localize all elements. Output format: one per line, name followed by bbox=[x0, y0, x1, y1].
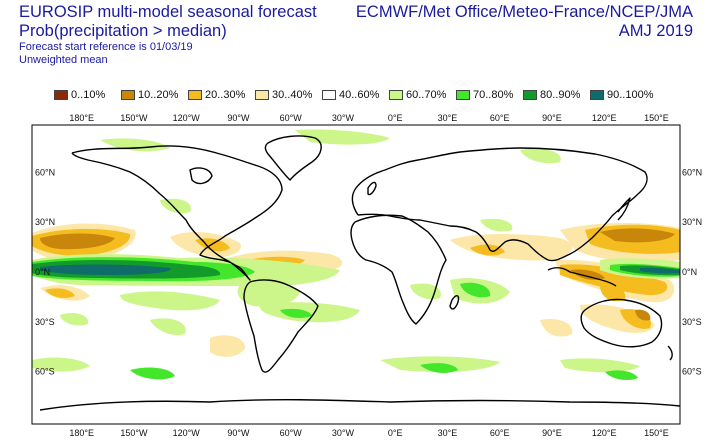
lat-tick-label: 30°N bbox=[35, 217, 55, 227]
lon-tick-label: 90°E bbox=[542, 428, 562, 438]
mean-type: Unweighted mean bbox=[19, 54, 108, 66]
legend-swatch bbox=[590, 90, 604, 100]
lat-labels-left: 60°N 30°N 0°N 30°S 60°S bbox=[35, 167, 55, 376]
coast-africa bbox=[350, 214, 447, 325]
legend-item: 30..40% bbox=[255, 88, 312, 102]
coastlines bbox=[39, 135, 680, 411]
legend-swatch bbox=[322, 90, 336, 100]
legend-label: 70..80% bbox=[473, 89, 514, 101]
coast-new-zealand bbox=[667, 345, 673, 361]
legend-swatch bbox=[389, 90, 403, 100]
lon-tick-label: 0°E bbox=[388, 113, 403, 123]
lon-tick-label: 90°E bbox=[542, 113, 562, 123]
legend-item: 10..20% bbox=[121, 88, 178, 102]
lon-tick-label: 60°W bbox=[280, 113, 303, 123]
lon-tick-label: 120°W bbox=[173, 113, 201, 123]
providers-label: ECMWF/Met Office/Meteo-France/NCEP/JMA bbox=[355, 3, 693, 21]
lat-tick-label: 30°N bbox=[682, 217, 702, 227]
legend-swatch bbox=[121, 90, 135, 100]
prob-90-100-areas bbox=[40, 264, 680, 275]
lat-labels-right: 60°N 30°N 0°N 30°S 60°S bbox=[682, 167, 702, 376]
legend-item: 40..60% bbox=[322, 88, 379, 102]
legend-label: 10..20% bbox=[138, 89, 179, 101]
coast-australia bbox=[580, 298, 663, 348]
lon-tick-label: 150°W bbox=[120, 113, 148, 123]
map-frame bbox=[31, 124, 681, 425]
legend-swatch bbox=[188, 90, 202, 100]
lat-tick-label: 60°S bbox=[35, 367, 55, 377]
legend-item: 70..80% bbox=[456, 88, 513, 102]
lat-tick-label: 60°N bbox=[682, 167, 702, 177]
lon-tick-label: 120°W bbox=[173, 428, 201, 438]
lon-tick-label: 90°W bbox=[227, 428, 250, 438]
lon-tick-label: 150°W bbox=[120, 428, 148, 438]
lon-tick-label: 180°E bbox=[69, 428, 94, 438]
lon-labels-bottom: 180°E 150°W 120°W 90°W 60°W 30°W 0°E 30°E 60°E 90… bbox=[69, 428, 668, 438]
lat-tick-label: 30°S bbox=[682, 317, 702, 327]
forecast-reference: Forecast start reference is 01/03/19 bbox=[19, 41, 193, 53]
map-title: EUROSIP multi-model seasonal forecast bbox=[19, 3, 317, 21]
coast-uk bbox=[367, 181, 377, 196]
legend-label: 60..70% bbox=[406, 89, 447, 101]
title-block: EUROSIP multi-model seasonal forecast Pr… bbox=[19, 3, 317, 67]
legend-label: 90..100% bbox=[607, 89, 654, 101]
legend-swatch bbox=[54, 90, 68, 100]
coast-antarctica bbox=[39, 398, 680, 411]
legend-item: 80..90% bbox=[523, 88, 580, 102]
lon-tick-label: 180°E bbox=[69, 113, 94, 123]
lon-tick-label: 120°E bbox=[592, 113, 617, 123]
season-label: AMJ 2019 bbox=[618, 22, 693, 40]
legend-item: 20..30% bbox=[188, 88, 245, 102]
map-canvas: 180°E 150°W 120°W 90°W 60°W 30°W 0°E 30°E 60°E 90… bbox=[31, 113, 702, 438]
lat-tick-label: 60°S bbox=[682, 367, 702, 377]
coast-madagascar bbox=[449, 295, 460, 310]
lat-tick-label: 30°S bbox=[35, 317, 55, 327]
legend-swatch bbox=[456, 90, 470, 100]
map-subtitle: Prob(precipitation > median) bbox=[19, 22, 227, 40]
lon-tick-label: 30°W bbox=[332, 113, 355, 123]
coast-hudson-bay bbox=[189, 167, 213, 185]
lon-tick-label: 150°E bbox=[644, 113, 669, 123]
lon-labels-top: 180°E 150°W 120°W 90°W 60°W 30°W 0°E 30°E 60°E 90… bbox=[69, 113, 668, 123]
legend-item: 90..100% bbox=[590, 88, 653, 102]
lon-tick-label: 90°W bbox=[227, 113, 250, 123]
coast-eurasia bbox=[351, 147, 648, 262]
coast-greenland bbox=[264, 135, 322, 181]
lon-tick-label: 0°E bbox=[388, 428, 403, 438]
lon-tick-label: 60°E bbox=[490, 428, 510, 438]
coast-north-america bbox=[71, 145, 283, 281]
legend-label: 20..30% bbox=[205, 89, 246, 101]
coast-south-america bbox=[243, 279, 319, 373]
legend-swatch bbox=[255, 90, 269, 100]
lon-tick-label: 30°E bbox=[438, 113, 458, 123]
legend-swatch bbox=[523, 90, 537, 100]
coast-japan bbox=[617, 197, 631, 221]
lon-tick-label: 120°E bbox=[592, 428, 617, 438]
lon-tick-label: 60°E bbox=[490, 113, 510, 123]
legend-item: 0..10% bbox=[54, 88, 105, 102]
coast-indonesia bbox=[547, 267, 617, 287]
lon-tick-label: 60°W bbox=[280, 428, 303, 438]
lat-tick-label: 0°N bbox=[35, 267, 50, 277]
prob-10-20-areas bbox=[40, 228, 675, 321]
lon-tick-label: 30°W bbox=[332, 428, 355, 438]
provider-block: ECMWF/Met Office/Meteo-France/NCEP/JMA A… bbox=[356, 3, 693, 41]
lon-tick-label: 150°E bbox=[644, 428, 669, 438]
legend-label: 80..90% bbox=[540, 89, 581, 101]
legend-label: 0..10% bbox=[71, 89, 106, 101]
lat-tick-label: 60°N bbox=[35, 167, 55, 177]
lon-tick-label: 30°E bbox=[438, 428, 458, 438]
legend-label: 40..60% bbox=[339, 89, 380, 101]
probability-field bbox=[32, 129, 680, 380]
legend-label: 30..40% bbox=[272, 89, 313, 101]
legend-item: 60..70% bbox=[389, 88, 446, 102]
lat-tick-label: 0°N bbox=[682, 267, 697, 277]
map-panel: 180°E 150°W 120°W 90°W 60°W 30°W 0°E 30°E 60°E 90… bbox=[0, 110, 707, 439]
